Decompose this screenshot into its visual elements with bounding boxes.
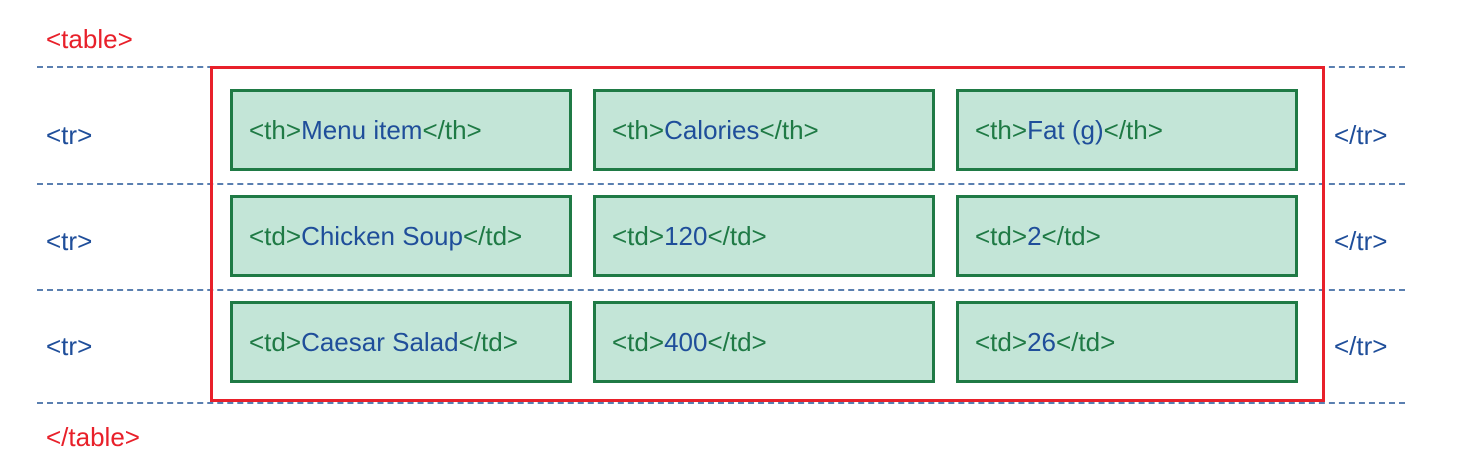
- cell-close-tag: </th>: [1103, 114, 1163, 145]
- header-cell: <th> Menu item </th>: [230, 89, 572, 171]
- tr-close-label-1: </tr>: [1334, 120, 1388, 150]
- cell-close-tag: </td>: [707, 326, 767, 357]
- cell-open-tag: <th>: [612, 114, 665, 145]
- cell-close-tag: </td>: [458, 326, 518, 357]
- cell-close-tag: </td>: [1041, 220, 1101, 251]
- row-separator: [37, 289, 1405, 291]
- row-separator: [37, 402, 1405, 404]
- data-cell: <td> 120 </td>: [593, 195, 935, 277]
- cell-value: Calories: [664, 114, 760, 145]
- data-cell: <td> 26 </td>: [956, 301, 1298, 383]
- header-cell: <th> Calories </th>: [593, 89, 935, 171]
- cell-close-tag: </th>: [759, 114, 819, 145]
- cell-open-tag: <td>: [612, 326, 665, 357]
- cell-close-tag: </td>: [1055, 326, 1116, 357]
- cell-value: 400: [664, 326, 708, 357]
- cell-close-tag: </td>: [707, 220, 767, 251]
- table-open-label: <table>: [46, 24, 133, 54]
- row-separator: [37, 183, 1405, 185]
- cell-value: 2: [1027, 220, 1042, 251]
- cell-value: Menu item: [301, 114, 423, 145]
- cell-value: 26: [1027, 326, 1056, 357]
- cell-open-tag: <td>: [249, 326, 302, 357]
- data-cell: <td> 2 </td>: [956, 195, 1298, 277]
- cell-open-tag: <th>: [249, 114, 302, 145]
- tr-open-label-1: <tr>: [46, 120, 93, 150]
- data-cell: <td> 400 </td>: [593, 301, 935, 383]
- cell-open-tag: <td>: [612, 220, 665, 251]
- data-cell: <td> Caesar Salad </td>: [230, 301, 572, 383]
- cell-value: Fat (g): [1027, 114, 1104, 145]
- table-close-label: </table>: [46, 422, 140, 452]
- tr-close-label-2: </tr>: [1334, 226, 1388, 256]
- table-outline: [210, 66, 1325, 402]
- tr-open-label-2: <tr>: [46, 226, 93, 256]
- cell-value: 120: [664, 220, 708, 251]
- cell-open-tag: <td>: [249, 220, 302, 251]
- cell-value: Chicken Soup: [301, 220, 463, 251]
- cell-close-tag: </th>: [422, 114, 482, 145]
- header-cell: <th> Fat (g) </th>: [956, 89, 1298, 171]
- data-cell: <td> Chicken Soup </td>: [230, 195, 572, 277]
- tr-open-label-3: <tr>: [46, 331, 93, 361]
- cell-value: Caesar Salad: [301, 326, 459, 357]
- cell-close-tag: </td>: [462, 220, 523, 251]
- cell-open-tag: <th>: [975, 114, 1028, 145]
- cell-open-tag: <td>: [975, 220, 1028, 251]
- cell-open-tag: <td>: [975, 326, 1028, 357]
- tr-close-label-3: </tr>: [1334, 331, 1388, 361]
